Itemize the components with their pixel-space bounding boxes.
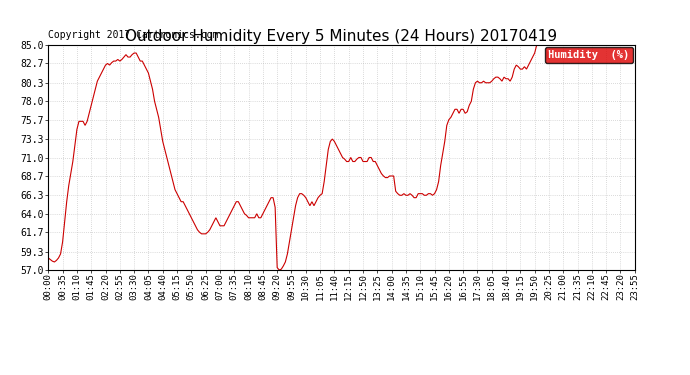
Legend: Humidity  (%): Humidity (%) bbox=[545, 47, 633, 63]
Text: Copyright 2017 Cartronics.com: Copyright 2017 Cartronics.com bbox=[48, 30, 219, 40]
Title: Outdoor Humidity Every 5 Minutes (24 Hours) 20170419: Outdoor Humidity Every 5 Minutes (24 Hou… bbox=[126, 29, 558, 44]
